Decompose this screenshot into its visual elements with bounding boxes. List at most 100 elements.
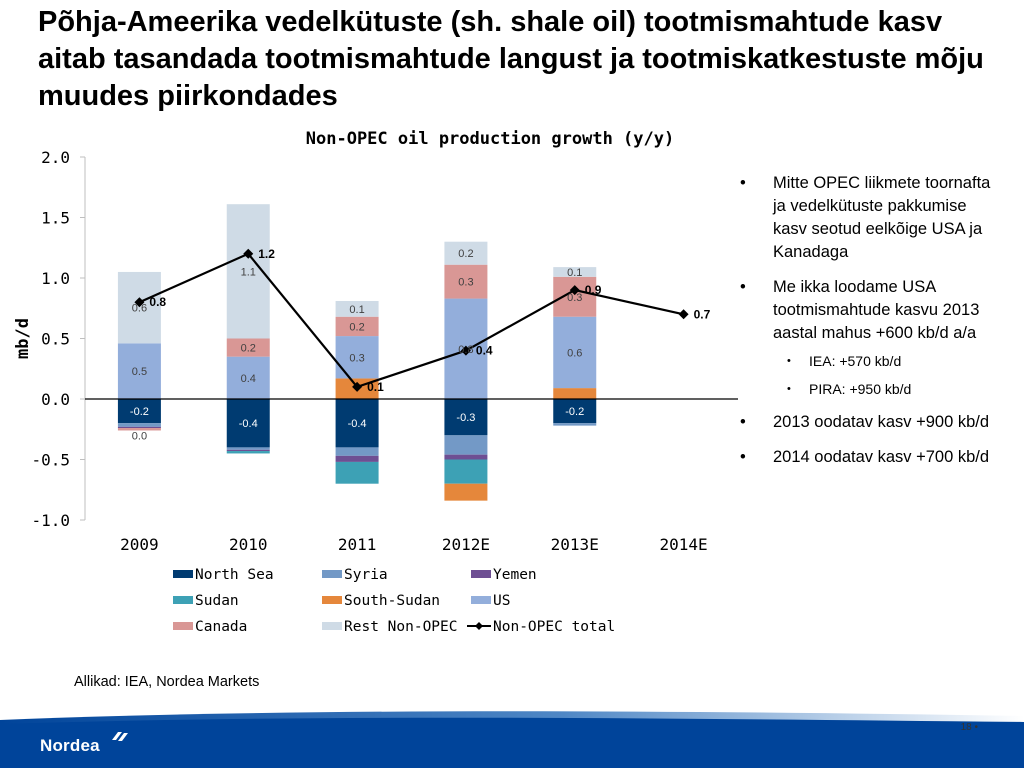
total-label: 1.2 xyxy=(258,247,275,261)
nordea-logo-icon xyxy=(112,732,128,741)
bar-canada-2009 xyxy=(117,428,161,431)
data-label: -0.4 xyxy=(239,418,258,430)
data-label: 0.2 xyxy=(241,343,256,355)
legend-label-canada: Canada xyxy=(195,619,247,635)
y-axis-label: mb/d xyxy=(13,318,33,359)
y-tick-label: 1.0 xyxy=(41,269,70,288)
bar-north-sea-2012e xyxy=(444,399,488,436)
sub-bullet-item: IEA: +570 kb/d xyxy=(773,351,1005,371)
total-label: 0.1 xyxy=(367,380,384,394)
bar-syria-2009 xyxy=(117,423,161,427)
total-marker xyxy=(352,381,363,392)
bullet-text: Mitte OPEC liikmete toornafta ja vedelkü… xyxy=(773,174,991,261)
bar-yemen-2012e xyxy=(444,454,488,460)
data-label: 0.8 xyxy=(458,344,473,356)
y-tick-label: 1.5 xyxy=(41,209,70,228)
x-tick-label: 2011 xyxy=(338,535,377,554)
total-marker xyxy=(678,309,689,320)
bar-sudan-2012e xyxy=(444,459,488,484)
data-label: 0.2 xyxy=(349,321,364,333)
total-line-group xyxy=(134,248,689,392)
total-label: 0.4 xyxy=(476,344,493,358)
legend-swatch-syria xyxy=(322,570,342,578)
x-tick-label: 2009 xyxy=(120,535,159,554)
data-label: 0.3 xyxy=(349,352,364,364)
y-tick-label: -1.0 xyxy=(31,511,70,530)
legend-swatch-south-sudan xyxy=(322,596,342,604)
total-marker xyxy=(134,297,145,308)
bars-group xyxy=(117,204,597,501)
bar-syria-2010 xyxy=(226,447,270,450)
legend-swatch-north-sea xyxy=(173,570,193,578)
bar-rest-non-opec-2009 xyxy=(117,271,161,344)
total-marker xyxy=(243,248,254,259)
data-labels-group: -0.2-0.4 -0.4-0.3-0.20.50.40.30.8 0.60.00.… xyxy=(130,247,711,443)
total-marker xyxy=(460,345,471,356)
y-tick-label: 0.0 xyxy=(41,390,70,409)
bullet-text: 2013 oodatav kasv +900 kb/d xyxy=(773,413,990,431)
total-label: 0.7 xyxy=(694,307,711,321)
bar-north-sea-2010 xyxy=(226,399,270,448)
legend-label-yemen: Yemen xyxy=(493,567,537,583)
data-label: 0.5 xyxy=(132,366,147,378)
slide-title: Põhja-Ameerika vedelkütuste (sh. shale o… xyxy=(38,6,984,112)
legend-label-rest-non-opec: Rest Non-OPEC xyxy=(344,619,458,635)
data-label: 0.1 xyxy=(567,267,582,279)
bullet-item: 2014 oodatav kasv +700 kb/d xyxy=(740,446,1005,469)
data-label: 0.1 xyxy=(349,304,364,316)
bar-sudan-2011 xyxy=(335,461,379,484)
legend-swatch-canada xyxy=(173,622,193,630)
total-label: 0.8 xyxy=(149,295,166,309)
bar-north-sea-2009 xyxy=(117,399,161,424)
bar-yemen-2011 xyxy=(335,455,379,462)
bar-syria-2012e xyxy=(444,435,488,455)
data-label: 0.0 xyxy=(132,430,147,442)
legend-label-non-opec-total: Non-OPEC total xyxy=(493,619,615,635)
bar-canada-2012e xyxy=(444,264,488,299)
data-label: -0.3 xyxy=(456,412,475,424)
data-label: -0.4 xyxy=(348,418,367,430)
sub-bullet-list: IEA: +570 kb/d PIRA: +950 kb/d xyxy=(773,351,1005,399)
bullet-text: Me ikka loodame USA tootmismahtude kasvu… xyxy=(773,278,980,342)
bullet-item: Mitte OPEC liikmete toornafta ja vedelkü… xyxy=(740,172,1005,264)
y-tick-label: -0.5 xyxy=(31,451,70,470)
data-label: 1.1 xyxy=(241,266,256,278)
bar-rest-non-opec-2013e xyxy=(553,267,597,277)
data-label: 0.6 xyxy=(132,303,147,315)
legend-swatch-sudan xyxy=(173,596,193,604)
bar-us-2013e xyxy=(553,316,597,389)
total-label: 0.9 xyxy=(585,283,602,297)
bar-south-sudan-2012e xyxy=(444,483,488,501)
page-number: 18 • xyxy=(960,722,978,733)
bar-canada-2013e xyxy=(553,276,597,317)
x-tick-label: 2010 xyxy=(229,535,268,554)
total-line xyxy=(138,252,684,389)
total-marker xyxy=(569,285,580,296)
y-axis: 2.0 1.5 1.0 0.5 0.0 -0.5 -1.0 mb/d xyxy=(13,148,86,530)
nordea-logo-text: Nordea xyxy=(40,736,100,755)
footer-band xyxy=(0,711,1024,768)
legend: North Sea Syria Yemen Sudan South-Sudan US Can… xyxy=(173,567,615,635)
legend-label-syria: Syria xyxy=(344,567,388,583)
data-label: 0.3 xyxy=(567,292,582,304)
bar-north-sea-2013e xyxy=(553,399,597,424)
bar-us-2011 xyxy=(335,336,379,379)
y-tick-label: 2.0 xyxy=(41,148,70,167)
bar-yemen-2010 xyxy=(226,449,270,452)
bar-north-sea-2011 xyxy=(335,399,379,448)
bar-syria-2013e xyxy=(553,423,597,426)
bar-syria-2011 xyxy=(335,447,379,456)
bar-south-sudan-2013e xyxy=(553,388,597,399)
bar-canada-2010 xyxy=(226,338,270,357)
bullet-item: 2013 oodatav kasv +900 kb/d xyxy=(740,411,1005,434)
data-label: 0.6 xyxy=(567,347,582,359)
bar-us-2009 xyxy=(117,343,161,399)
data-label: 0.4 xyxy=(241,373,256,385)
bar-rest-non-opec-2012e xyxy=(444,241,488,265)
x-axis: 2009 2010 2011 2012E 2013E 2014E xyxy=(120,535,708,554)
legend-swatch-yemen xyxy=(471,570,491,578)
x-tick-label: 2013E xyxy=(551,535,599,554)
data-label: 0.2 xyxy=(458,248,473,260)
bullet-item: Me ikka loodame USA tootmismahtude kasvu… xyxy=(740,276,1005,399)
